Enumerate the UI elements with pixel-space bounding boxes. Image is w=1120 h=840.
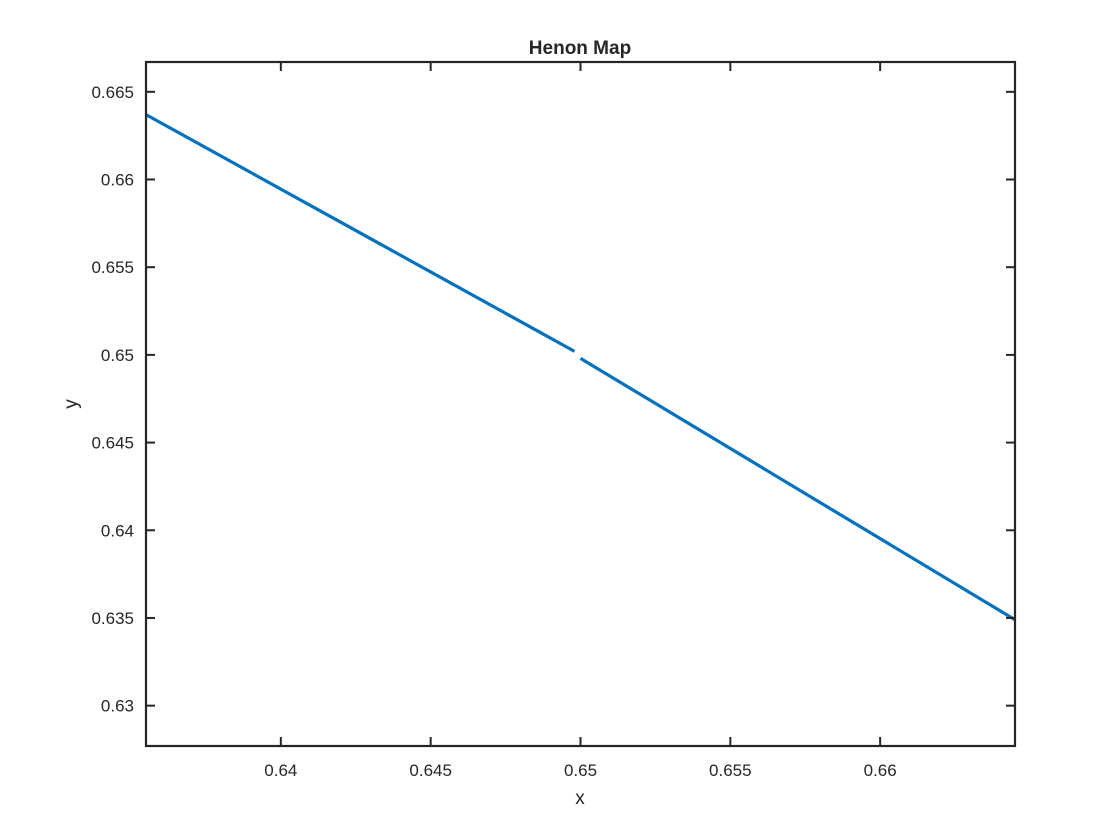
plot-frame: [144, 60, 1017, 748]
x-tick-label: 0.64: [264, 761, 297, 780]
x-tick-label: 0.645: [409, 761, 452, 780]
y-tick-label: 0.635: [91, 609, 134, 628]
henon-series-line: [145, 113, 576, 353]
y-tick-label: 0.665: [91, 83, 134, 102]
y-tick-label: 0.65: [101, 346, 134, 365]
x-axis-label: x: [575, 788, 585, 809]
series-layer: [145, 113, 1016, 622]
y-tick-label: 0.655: [91, 258, 134, 277]
ticks-layer: 0.64 0.645 0.65 0.655 0.66 0.63 0.635 0.64 0.645…: [91, 62, 1015, 780]
y-tick-label: 0.64: [101, 521, 134, 540]
x-tick-label: 0.65: [564, 761, 597, 780]
chart-title: Henon Map: [529, 38, 631, 59]
y-tick-label: 0.66: [101, 171, 134, 190]
x-tick-label: 0.655: [709, 761, 752, 780]
plot-area: [146, 62, 1015, 746]
x-tick-label: 0.66: [864, 761, 897, 780]
henon-series-line: [579, 357, 1016, 622]
y-tick-label: 0.645: [91, 434, 134, 453]
y-axis-label: y: [61, 399, 82, 409]
y-tick-label: 0.63: [101, 697, 134, 716]
